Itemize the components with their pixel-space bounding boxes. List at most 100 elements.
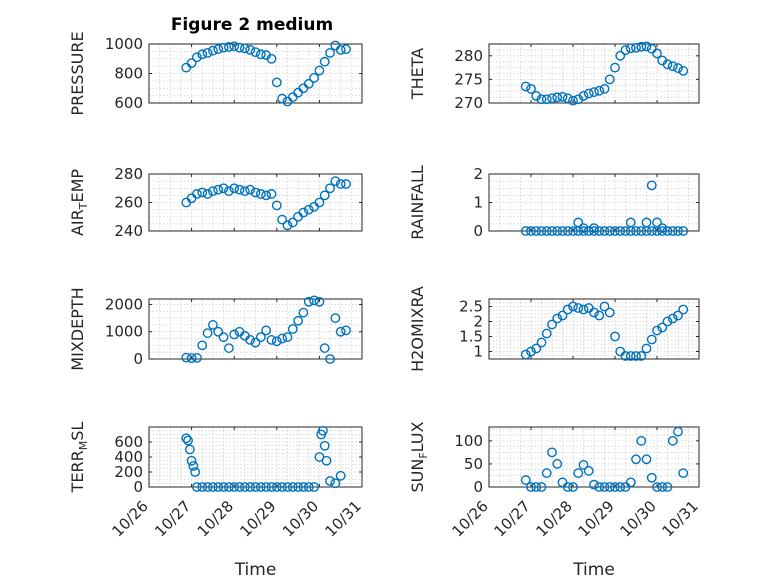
data-point — [318, 425, 328, 436]
y-axis-label: H2OMIXRA — [408, 286, 427, 372]
data-point — [234, 42, 245, 53]
data-point — [245, 45, 256, 55]
data-point — [325, 183, 335, 194]
data-point — [620, 351, 631, 361]
subplot-rainfall: 0 1 2 RAINFALL — [408, 165, 700, 240]
data-point — [667, 61, 678, 72]
data-point — [309, 73, 319, 83]
data-point — [578, 226, 589, 236]
data-point — [309, 295, 319, 306]
data-point — [341, 325, 351, 336]
data-point — [646, 226, 657, 236]
data-point — [620, 226, 631, 236]
data-point — [568, 301, 578, 312]
data-point — [192, 189, 202, 199]
data-point — [282, 332, 293, 343]
data-point — [578, 91, 589, 101]
data-point — [657, 223, 668, 234]
data-point — [277, 333, 288, 344]
data-point — [641, 41, 652, 52]
data-point — [667, 313, 678, 324]
data-point — [266, 482, 277, 492]
data-point — [239, 43, 250, 54]
subplot-h2omixra: 11.522.5 H2OMIXRA — [408, 286, 700, 372]
data-point — [181, 433, 192, 444]
y-tick-label: 2 — [473, 165, 483, 183]
data-point — [520, 349, 531, 360]
data-point — [520, 475, 531, 485]
data-point — [250, 47, 261, 58]
x-tick-label: 10/27 — [151, 497, 194, 540]
data-point — [631, 226, 641, 236]
data-point — [298, 207, 309, 218]
data-point — [330, 313, 341, 323]
data-point — [314, 296, 325, 307]
data-point — [625, 351, 636, 361]
data-point — [599, 226, 610, 236]
data-point — [615, 482, 626, 492]
data-point — [583, 226, 594, 236]
y-axis-label-part: AIR — [68, 209, 87, 236]
data-point — [636, 435, 647, 446]
data-point — [186, 58, 197, 69]
data-point — [218, 183, 229, 194]
data-point — [319, 190, 330, 201]
data-point — [218, 482, 229, 492]
data-point — [526, 226, 536, 236]
data-point — [547, 93, 557, 104]
data-point — [589, 307, 599, 318]
data-point — [319, 56, 330, 67]
data-point — [255, 482, 266, 492]
data-point — [610, 482, 620, 492]
data-point — [657, 226, 668, 236]
data-point — [547, 226, 557, 236]
data-point — [547, 447, 557, 458]
data-point — [583, 465, 594, 476]
data-point — [573, 94, 584, 105]
y-tick-label: 280 — [114, 165, 143, 183]
data-point — [341, 44, 351, 55]
data-point — [604, 482, 615, 492]
data-point — [234, 482, 245, 492]
data-point — [610, 62, 620, 73]
data-point — [636, 351, 647, 361]
data-point — [245, 482, 256, 492]
y-tick-label: 100 — [454, 432, 483, 450]
data-point — [293, 315, 303, 326]
data-point — [319, 343, 330, 353]
data-point — [652, 48, 662, 59]
data-point — [218, 332, 229, 343]
data-point — [589, 226, 599, 236]
y-axis-label-part: TERR — [68, 450, 87, 493]
data-point — [303, 296, 314, 307]
data-point — [192, 52, 202, 63]
data-point — [552, 226, 563, 236]
y-tick-label: 600 — [114, 94, 143, 112]
data-point — [536, 482, 547, 492]
data-point — [293, 482, 303, 492]
x-tick-label: 10/30 — [279, 497, 322, 540]
data-point — [229, 482, 240, 492]
data-point — [536, 337, 547, 348]
data-point — [266, 335, 277, 345]
data-point — [190, 467, 201, 477]
y-tick-label: 0 — [473, 222, 483, 240]
x-axis-label: Time — [234, 560, 277, 580]
y-axis-label: TERRMSL — [68, 422, 90, 494]
data-point — [662, 316, 673, 327]
data-point — [657, 322, 668, 333]
y-axis-label: THETA — [408, 48, 427, 100]
data-point — [667, 226, 678, 236]
data-point — [652, 482, 662, 492]
data-point — [552, 459, 563, 469]
data-point — [335, 326, 346, 337]
y-tick-label: 2000 — [105, 295, 143, 313]
data-point — [573, 217, 584, 228]
data-point — [207, 186, 218, 197]
data-point — [325, 47, 335, 58]
data-point — [678, 468, 689, 479]
data-point — [309, 482, 319, 492]
data-point — [625, 477, 636, 488]
y-tick-label: 800 — [114, 65, 143, 83]
data-point — [678, 304, 689, 315]
